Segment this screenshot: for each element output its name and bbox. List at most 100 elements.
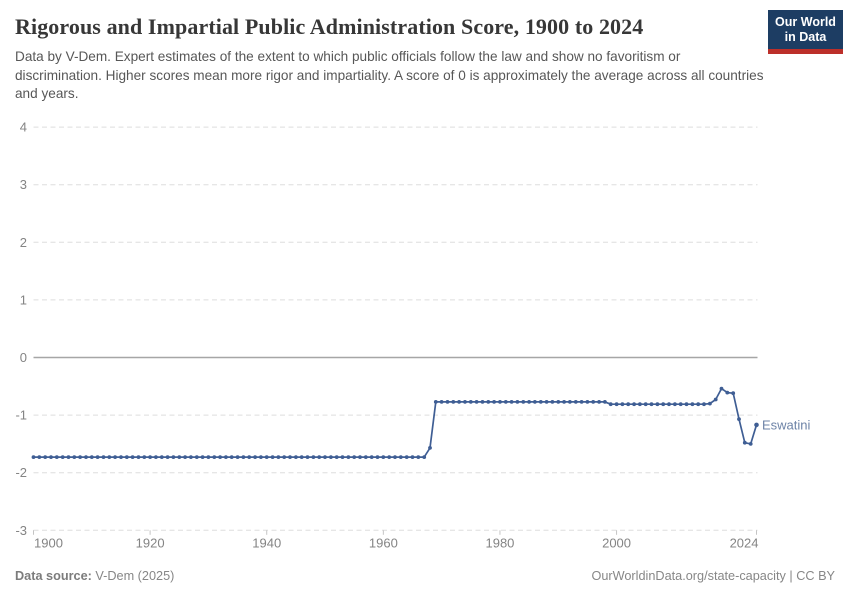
line-series-eswatini	[32, 387, 758, 458]
data-point	[533, 400, 537, 404]
data-point	[340, 455, 345, 459]
data-point	[288, 455, 292, 459]
data-point	[457, 400, 461, 404]
data-point	[224, 455, 228, 459]
data-point	[474, 400, 479, 404]
data-point	[247, 455, 252, 459]
data-point	[719, 386, 724, 391]
y-tick-label: 0	[20, 350, 27, 365]
data-point	[276, 455, 281, 459]
data-point	[346, 455, 351, 459]
data-point	[638, 402, 642, 407]
data-point	[95, 455, 100, 459]
data-point	[78, 455, 82, 459]
data-point	[212, 455, 217, 459]
data-point	[713, 397, 718, 402]
data-point	[194, 455, 199, 459]
data-point	[573, 400, 578, 404]
y-tick-label: 4	[20, 120, 27, 135]
data-point	[375, 455, 380, 459]
data-point	[690, 402, 695, 407]
data-point	[597, 400, 601, 404]
attribution-link[interactable]: OurWorldinData.org/state-capacity | CC B…	[591, 569, 835, 583]
data-point	[521, 400, 526, 404]
data-point	[620, 402, 625, 407]
x-tick-label: 1960	[369, 536, 398, 551]
series-layer: Eswatini	[31, 386, 811, 459]
data-point	[614, 402, 619, 407]
data-point	[579, 400, 584, 404]
data-point	[253, 455, 257, 459]
data-point	[422, 455, 427, 459]
x-tick-label: 1920	[136, 536, 165, 551]
data-point	[731, 391, 736, 396]
data-point	[113, 455, 117, 459]
data-point	[148, 455, 153, 459]
data-point	[352, 455, 357, 459]
data-point	[142, 455, 147, 459]
data-point	[282, 455, 287, 459]
data-point	[387, 455, 392, 459]
page-title: Rigorous and Impartial Public Administra…	[15, 14, 644, 39]
y-tick-label: 2	[20, 235, 27, 250]
chart-footer: Data source: V-Dem (2025) OurWorldinData…	[0, 568, 850, 585]
data-source-label: Data source:	[15, 569, 92, 583]
data-point	[136, 455, 141, 459]
data-point	[649, 402, 654, 407]
data-point	[369, 455, 374, 459]
data-source-value: V-Dem (2025)	[91, 569, 175, 583]
data-point	[428, 446, 432, 450]
y-tick-label: -1	[15, 408, 27, 423]
data-point	[334, 455, 339, 459]
chart-header: Rigorous and Impartial Public Administra…	[15, 14, 765, 104]
data-point	[299, 455, 304, 459]
data-point	[754, 422, 759, 428]
data-point	[329, 455, 333, 459]
data-point	[463, 400, 467, 404]
data-point	[562, 400, 566, 404]
data-point	[708, 401, 712, 406]
data-point	[398, 455, 403, 459]
data-point	[468, 400, 473, 404]
x-tick-label: 2024	[730, 536, 759, 551]
data-point	[667, 402, 671, 407]
data-point	[661, 402, 666, 407]
data-point	[725, 390, 730, 395]
data-point	[72, 455, 77, 459]
data-point	[742, 440, 747, 445]
data-point	[323, 455, 327, 459]
data-point	[556, 400, 561, 404]
data-point	[498, 400, 502, 404]
data-point	[509, 400, 514, 404]
data-point	[678, 402, 683, 407]
data-point	[259, 455, 263, 459]
owid-logo[interactable]: Our World in Data	[768, 10, 843, 54]
data-point	[737, 417, 741, 421]
data-point	[183, 455, 188, 459]
logo-line-1: Our World	[775, 14, 836, 29]
data-point	[393, 455, 397, 459]
data-point	[585, 400, 590, 404]
data-point	[748, 442, 753, 446]
data-point	[445, 400, 450, 404]
data-point	[66, 455, 71, 459]
x-tick-label: 2000	[602, 536, 631, 551]
y-tick-label: 3	[20, 177, 27, 192]
data-point	[107, 455, 112, 459]
data-point	[124, 455, 129, 459]
data-point	[515, 400, 520, 404]
data-point	[101, 455, 106, 459]
data-point	[702, 402, 706, 407]
data-point	[49, 455, 53, 459]
data-point	[363, 455, 368, 459]
data-point	[538, 400, 543, 404]
data-point	[591, 400, 596, 404]
data-point	[608, 402, 613, 407]
y-tick-label: -3	[15, 523, 27, 538]
data-point	[410, 455, 415, 459]
data-point	[165, 455, 170, 459]
data-point	[433, 400, 438, 404]
data-point	[655, 402, 660, 407]
